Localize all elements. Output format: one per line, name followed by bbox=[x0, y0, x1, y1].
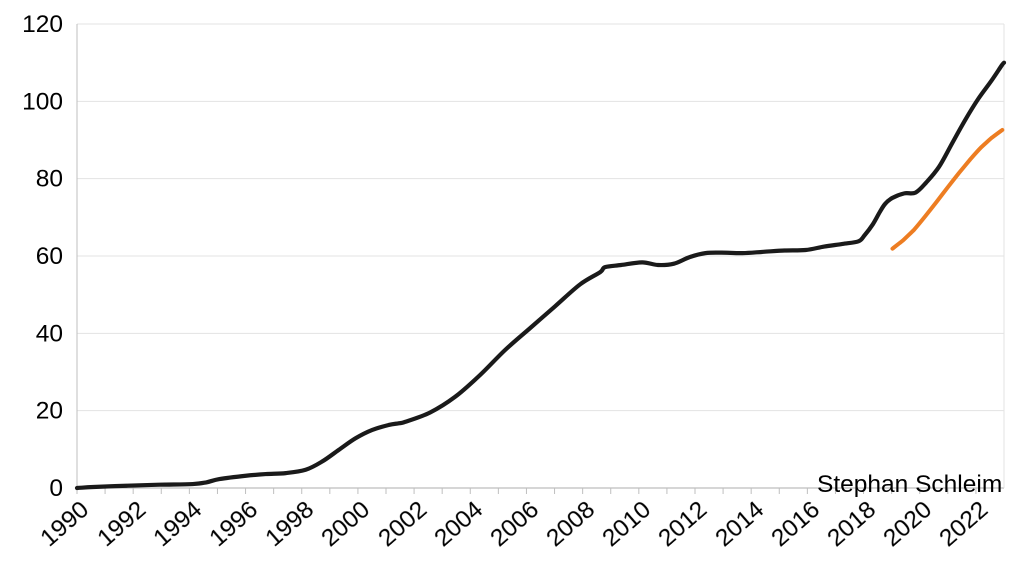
svg-text:120: 120 bbox=[22, 11, 63, 38]
svg-text:0: 0 bbox=[49, 475, 63, 502]
svg-text:100: 100 bbox=[22, 88, 63, 115]
svg-text:60: 60 bbox=[36, 243, 63, 270]
svg-text:80: 80 bbox=[36, 166, 63, 193]
svg-text:20: 20 bbox=[36, 398, 63, 425]
svg-text:40: 40 bbox=[36, 320, 63, 347]
